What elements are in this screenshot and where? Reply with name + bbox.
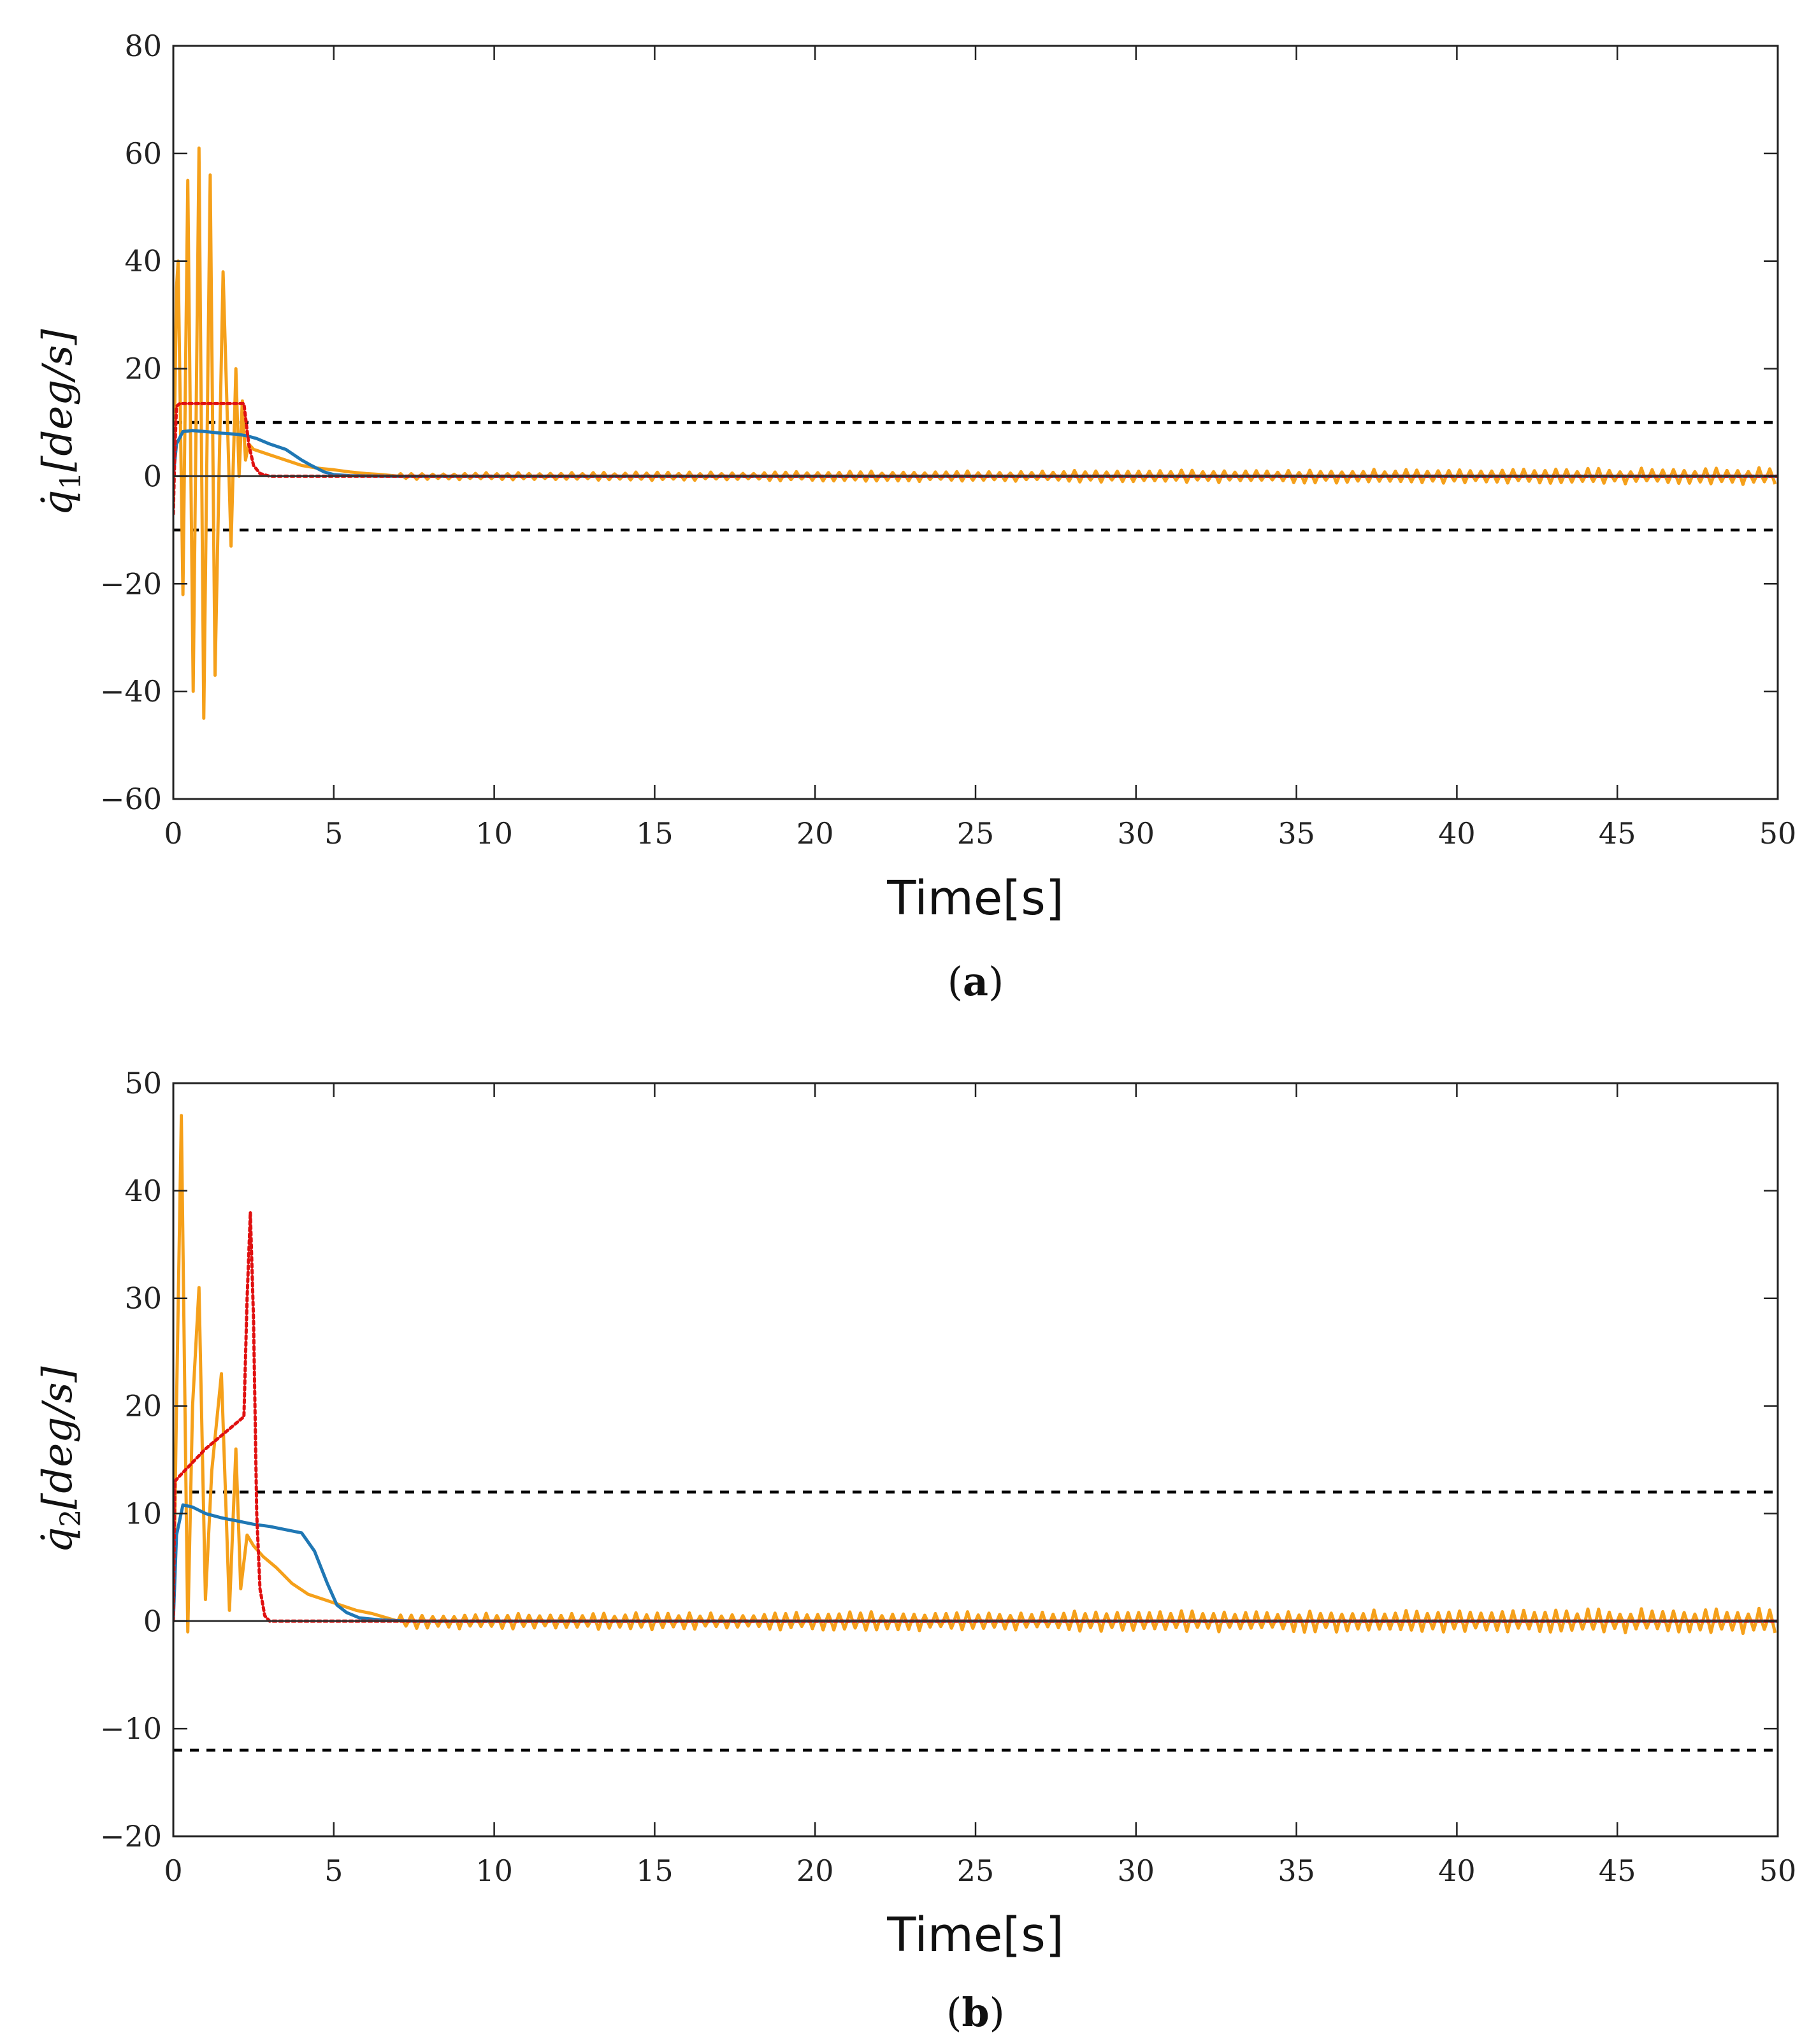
x-tick-label: 45 [1599, 816, 1636, 851]
y-tick-label: 20 [124, 352, 162, 386]
y-tick-label: 0 [143, 459, 162, 493]
series-red-dotted [173, 401, 1778, 515]
x-tick-label: 20 [796, 1853, 834, 1888]
x-tick-label: 5 [324, 816, 343, 851]
x-tick-label: 30 [1118, 1853, 1155, 1888]
panel-b-xlabel: Time[s] [886, 1908, 1063, 1962]
series-orange-oscillating [173, 1114, 1777, 1636]
y-tick-label: −10 [100, 1711, 162, 1746]
panel-b-series-layer [173, 1114, 1778, 1752]
y-tick-label: 30 [124, 1281, 162, 1316]
y-tick-label: 0 [143, 1604, 162, 1638]
y-tick-label: 20 [124, 1389, 162, 1423]
panel-a-caption-letter: a [963, 958, 988, 1005]
series-blue-response [173, 429, 1778, 478]
panel-a-ylabel-unit: [deg/s] [34, 328, 82, 471]
y-tick-label: −20 [100, 1819, 162, 1853]
series-red-dotted [173, 1211, 1778, 1623]
x-tick-label: 10 [475, 1853, 513, 1888]
panel-b-caption: (b) [946, 1989, 1005, 2036]
panel-a-ylabel-symbol: q̇ [34, 490, 82, 516]
panel-a-ylabel: q̇1[deg/s] [34, 328, 87, 515]
x-tick-label: 35 [1278, 816, 1315, 851]
panel-a-series-layer [173, 146, 1778, 720]
x-tick-label: 10 [475, 816, 513, 851]
panel-b-caption-letter: b [962, 1989, 989, 2036]
panel-b-ylabel: q̇2[deg/s] [34, 1365, 87, 1553]
x-tick-label: 25 [957, 816, 995, 851]
panel-a-chart: 0 5 10 15 20 25 30 35 40 45 50 −60 −40 −20 0 20 40 60 80 T… [34, 29, 1796, 1005]
x-tick-label: 25 [957, 1853, 995, 1888]
y-tick-label: −40 [100, 674, 162, 709]
x-tick-label: 30 [1118, 816, 1155, 851]
x-tick-label: 0 [164, 1853, 182, 1888]
x-tick-label: 15 [636, 1853, 674, 1888]
panel-a-ticks: 0 5 10 15 20 25 30 35 40 45 50 −60 −40 −20 0 20 40 60 80 [100, 29, 1796, 851]
y-tick-label: 10 [124, 1496, 162, 1530]
panel-a-xlabel: Time[s] [886, 871, 1063, 926]
series-orange-oscillating [173, 146, 1777, 720]
y-tick-label: −20 [100, 566, 162, 601]
x-tick-label: 15 [636, 816, 674, 851]
x-tick-label: 45 [1599, 1853, 1636, 1888]
panel-b-ylabel-symbol: q̇ [34, 1527, 82, 1553]
panel-a-caption: (a) [948, 958, 1004, 1005]
y-tick-label: 40 [124, 244, 162, 278]
x-tick-label: 40 [1438, 1853, 1476, 1888]
y-tick-label: 40 [124, 1174, 162, 1208]
x-tick-label: 35 [1278, 1853, 1315, 1888]
y-tick-label: 50 [124, 1066, 162, 1100]
panel-b-ylabel-unit: [deg/s] [34, 1365, 82, 1509]
panel-b-ticks: 0 5 10 15 20 25 30 35 40 45 50 −20 −10 0 10 20 30 40 50 [100, 1066, 1796, 1888]
x-tick-label: 40 [1438, 816, 1476, 851]
panel-a-ylabel-sub: 1 [55, 472, 87, 490]
x-tick-label: 50 [1759, 816, 1797, 851]
x-tick-label: 20 [796, 816, 834, 851]
x-tick-label: 0 [164, 816, 182, 851]
panel-b-chart: 0 5 10 15 20 25 30 35 40 45 50 −20 −10 0 10 20 30 40 50 Ti… [34, 1066, 1796, 2036]
panel-b-ylabel-sub: 2 [55, 1509, 87, 1527]
y-tick-label: −60 [100, 782, 162, 816]
panel-b-axes-box [172, 1082, 1779, 1838]
x-tick-label: 5 [324, 1853, 343, 1888]
y-tick-label: 80 [124, 29, 162, 63]
series-blue-response [173, 1503, 1778, 1623]
y-tick-label: 60 [124, 136, 162, 171]
x-tick-label: 50 [1759, 1853, 1797, 1888]
